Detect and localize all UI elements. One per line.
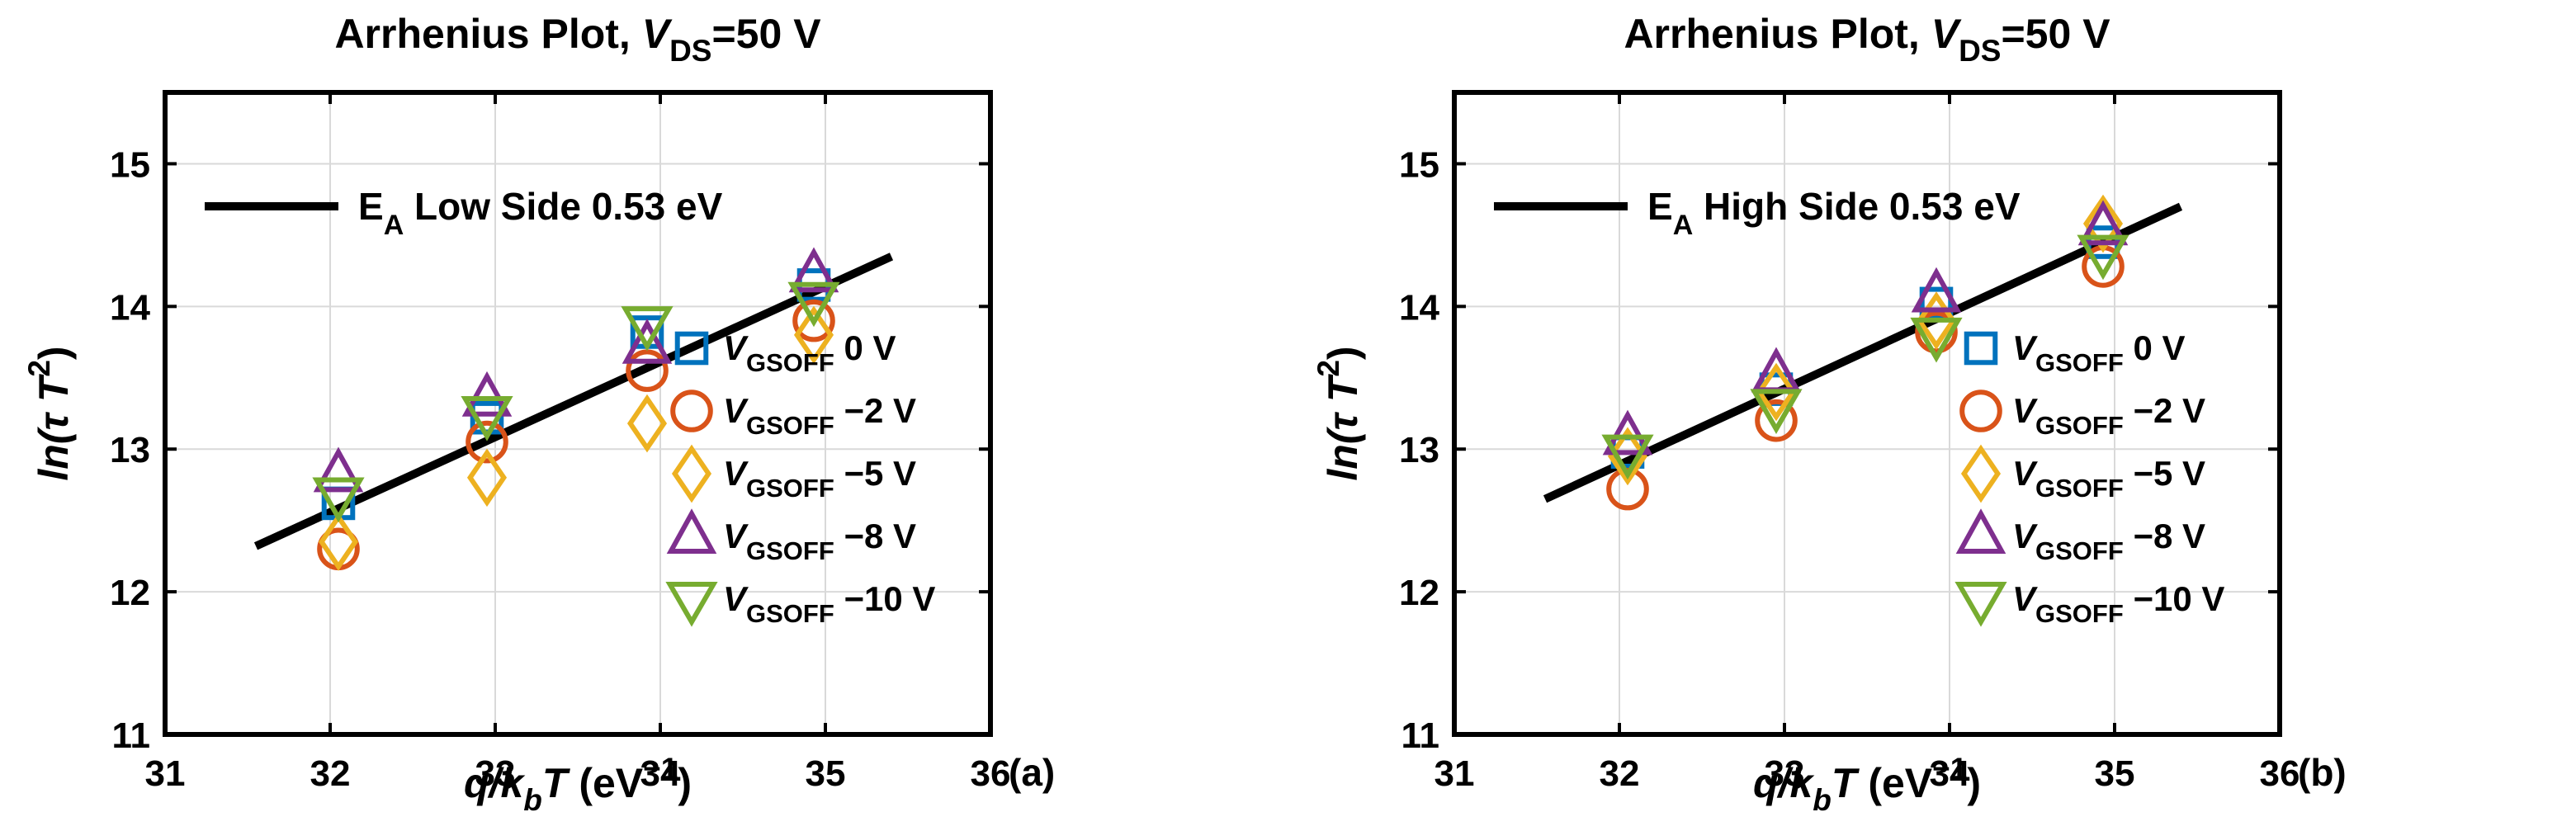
legend-marker-diamond — [671, 444, 712, 503]
x-tick-label: 33 — [475, 753, 516, 794]
data-point-diamond — [793, 305, 834, 365]
y-tick-label: 11 — [1401, 715, 1439, 756]
y-tick-label: 13 — [110, 430, 150, 470]
x-tick-label: 36 — [2260, 753, 2300, 794]
data-point-diamond — [1916, 291, 1957, 350]
fit-line — [253, 253, 894, 550]
x-tick-label: 32 — [1600, 753, 1640, 794]
data-point-circle — [466, 420, 508, 464]
legend-entry: VGSOFF 0 V — [723, 328, 896, 377]
data-point-diamond — [318, 512, 359, 571]
y-tick-label: 13 — [1399, 430, 1439, 470]
y-tick-label: 14 — [1399, 287, 1439, 328]
y-tick-label: 11 — [111, 715, 150, 756]
legend-entry: VGSOFF −2 V — [2012, 391, 2205, 440]
axes-box — [163, 90, 993, 737]
y-axis-label: ln(τ T2) — [1312, 346, 1366, 480]
x-axis-label: q/kbT (eV−1) — [1753, 752, 1981, 817]
chart-title: Arrhenius Plot, VDS=50 V — [1624, 11, 2110, 68]
legend-entry: VGSOFF −10 V — [723, 579, 935, 628]
x-tick-label: 33 — [1765, 753, 1805, 794]
chart-panel-b: 31 32 33 34 35 36 11 12 13 14 15 EA High Side 0.53 … — [1312, 11, 2347, 817]
data-point-triangle-down — [461, 396, 513, 441]
data-point-circle — [1755, 399, 1798, 442]
data-point-triangle-up — [1602, 409, 1653, 456]
y-tick-label: 12 — [110, 573, 150, 613]
legend-entry: VGSOFF −5 V — [2012, 454, 2205, 503]
data-point-triangle-up — [2077, 200, 2129, 246]
data-point-triangle-down — [621, 306, 674, 352]
legend-marker-triangle-down — [665, 582, 718, 627]
legend-marker-circle — [1959, 390, 2002, 432]
data-point-triangle-up — [461, 371, 513, 417]
data-point-diamond — [466, 448, 508, 508]
fit-legend-label: EA High Side 0.53 eV — [1647, 185, 2021, 241]
chart-panel-a: 31 32 33 34 35 36 11 12 13 14 15 EA Low Side 0.53 e… — [22, 11, 1055, 817]
axes-box — [1452, 90, 2282, 737]
legend-entry: VGSOFF −2 V — [723, 391, 916, 440]
x-tick-label: 31 — [145, 753, 186, 794]
x-tick-label: 35 — [806, 753, 846, 794]
legend-entry: VGSOFF −5 V — [723, 454, 916, 503]
fit-line — [1543, 202, 2183, 503]
x-tick-label: 34 — [1930, 753, 1970, 794]
legend-entry: VGSOFF 0 V — [2012, 328, 2186, 377]
panel-label: (b) — [2298, 751, 2347, 794]
legend-marker-triangle-up — [1955, 508, 2006, 554]
data-point-circle — [626, 349, 669, 392]
data-point-triangle-down — [312, 477, 365, 523]
data-point-triangle-down — [2077, 234, 2129, 281]
chart-title: Arrhenius Plot, VDS=50 V — [334, 11, 821, 68]
legend-entry: VGSOFF −10 V — [2012, 579, 2224, 628]
legend-entry: VGSOFF −8 V — [723, 517, 916, 565]
data-point-diamond — [1607, 427, 1648, 486]
y-tick-label: 14 — [110, 287, 150, 328]
x-tick-label: 32 — [310, 753, 351, 794]
x-tick-label: 34 — [640, 753, 681, 794]
data-point-triangle-up — [788, 247, 839, 293]
fit-legend-label: EA Low Side 0.53 eV — [358, 185, 723, 241]
legend-entry: VGSOFF −8 V — [2012, 517, 2205, 565]
data-point-diamond — [1756, 362, 1797, 422]
data-point-triangle-down — [1601, 434, 1654, 480]
data-point-triangle-up — [1911, 267, 1962, 313]
data-point-triangle-up — [313, 446, 364, 493]
x-tick-label: 35 — [2095, 753, 2135, 794]
x-axis-label: q/kbT (eV−1) — [464, 752, 692, 817]
data-point-triangle-down — [787, 281, 840, 328]
legend-marker-diamond — [1960, 444, 2002, 503]
legend-marker-square — [1964, 331, 1998, 366]
data-point-circle — [1915, 310, 1958, 354]
x-tick-label: 36 — [971, 753, 1011, 794]
y-axis-label: ln(τ T2) — [22, 346, 77, 480]
legend-marker-triangle-down — [1954, 582, 2007, 627]
x-tick-label: 31 — [1435, 753, 1475, 794]
data-point-triangle-down — [1910, 317, 1963, 363]
y-tick-label: 12 — [1399, 573, 1439, 613]
data-point-diamond — [2082, 194, 2124, 253]
y-tick-label: 15 — [1399, 144, 1439, 185]
data-point-circle — [792, 299, 835, 342]
legend-marker-square — [674, 331, 709, 366]
y-tick-label: 15 — [110, 144, 150, 185]
panel-label: (a) — [1009, 751, 1055, 794]
data-point-triangle-up — [622, 318, 673, 364]
data-point-diamond — [626, 394, 668, 453]
legend-marker-triangle-up — [666, 508, 717, 554]
data-point-triangle-down — [1750, 389, 1803, 434]
legend-marker-circle — [670, 390, 713, 432]
